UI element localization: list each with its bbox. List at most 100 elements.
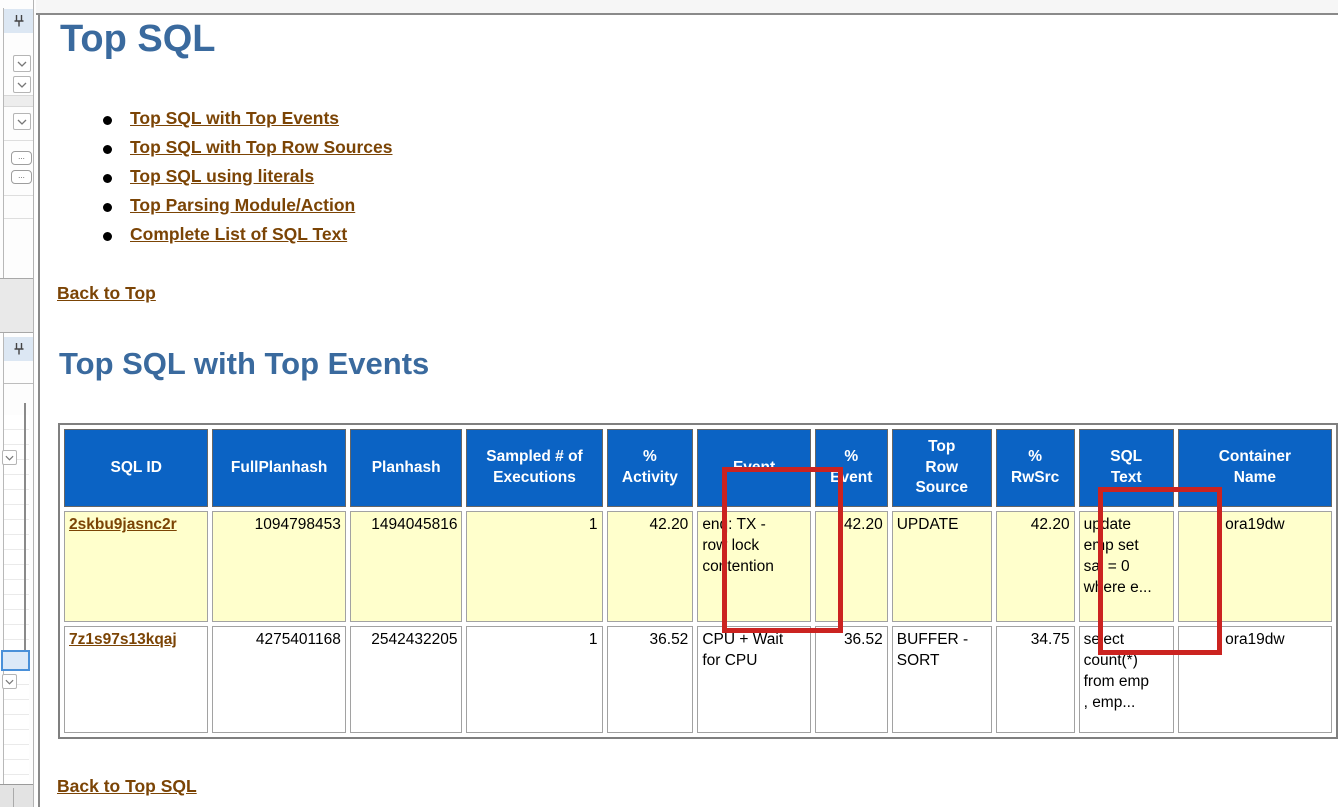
cell-container-name: ora19dw [1177,626,1332,733]
cell-top-row-source: UPDATE [891,511,992,622]
panel-header [4,337,33,361]
toc-item: Complete List of SQL Text [103,220,393,249]
toc-item: Top SQL using literals [103,162,393,191]
page-left-border [38,13,40,807]
column-header-pct-activity: % Activity [606,429,694,507]
cell-sql-text: select count(*) from emp , emp... [1078,626,1174,733]
cell-event: CPU + Wait for CPU [697,626,811,733]
column-header-container-name: Container Name [1177,429,1332,507]
toc-item: Top SQL with Top Row Sources [103,133,393,162]
divider [13,788,14,807]
browse-ellipsis-button[interactable]: ... [11,170,32,184]
bullet-icon [103,232,112,241]
divider [4,140,33,141]
bullet-icon [103,116,112,125]
cell-sampled-executions: 1 [466,511,603,622]
pin-icon[interactable] [13,342,25,356]
header-row: SQL ID FullPlanhash Planhash Sampled # o… [64,429,1332,507]
cell-sampled-executions: 1 [466,626,603,733]
cell-sql-id: 2skbu9jasnc2r [64,511,209,622]
chevron-down-icon [17,82,27,88]
dropdown-button[interactable] [13,76,31,93]
toc-link-top-sql-top-events[interactable]: Top SQL with Top Events [130,108,340,128]
chevron-down-icon [5,679,14,685]
bullet-icon [103,174,112,183]
panel-header [4,9,33,33]
toc-link-complete-list-sql-text[interactable]: Complete List of SQL Text [130,224,348,244]
cell-top-row-source: BUFFER - SORT [891,626,992,733]
row-source-text: UPDATE [896,516,959,533]
cell-event: enq: TX - row lock contention [697,511,811,622]
sql-id-link[interactable]: 7z1s97s13kqaj [69,631,177,648]
page-top-border [36,13,1338,15]
toc-item: Top SQL with Top Events [103,104,393,133]
bullet-icon [103,203,112,212]
cell-pct-event: 36.52 [814,626,888,733]
cell-sql-text: update emp set sal = 0 where e... [1078,511,1174,622]
dropdown-button[interactable] [13,55,31,72]
cell-pct-rwsrc: 34.75 [995,626,1075,733]
sql-text: select count(*) from emp , emp... [1083,631,1150,711]
annotation-box-sql-text [1098,487,1222,655]
table-row: 7z1s97s13kqaj 4275401168 2542432205 1 36… [64,626,1332,733]
dropdown-button[interactable] [2,450,17,465]
chevron-down-icon [17,61,27,67]
left-panel-strip: ... ... [0,0,36,807]
panel-footer [0,784,33,807]
focused-field[interactable] [1,650,30,671]
cell-fullplanhash: 4275401168 [212,626,346,733]
cell-container-name: ora19dw [1177,511,1332,622]
dropdown-button[interactable] [13,113,31,130]
column-header-sql-text: SQL Text [1078,429,1174,507]
toc-item: Top Parsing Module/Action [103,191,393,220]
divider [4,383,33,384]
pin-icon[interactable] [13,14,25,28]
bullet-icon [103,145,112,154]
section-title: Top SQL with Top Events [59,346,430,381]
annotation-box-event [722,467,843,633]
scrollbar[interactable] [24,403,26,653]
cell-fullplanhash: 1094798453 [212,511,346,622]
back-to-top-sql-link[interactable]: Back to Top SQL [57,776,197,796]
top-sql-table-container: SQL ID FullPlanhash Planhash Sampled # o… [58,423,1338,739]
back-to-top-link[interactable]: Back to Top [57,283,156,303]
panel-edge [3,8,4,807]
back-to-top-container: Back to Top [57,283,156,304]
back-to-top-sql-container: Back to Top SQL [57,776,197,797]
sql-id-link[interactable]: 2skbu9jasnc2r [69,516,177,533]
cell-pct-activity: 36.52 [606,626,694,733]
toc-link-top-sql-using-literals[interactable]: Top SQL using literals [130,166,315,186]
divider [4,195,33,196]
panel-separator-band [4,95,33,107]
window-top-strip [0,0,1338,13]
event-text: enq: TX - row lock contention [702,516,774,575]
cell-planhash: 2542432205 [349,626,463,733]
cell-pct-activity: 42.20 [606,511,694,622]
column-header-top-row-source: Top Row Source [891,429,992,507]
row-source-text: BUFFER - SORT [896,631,969,669]
column-header-pct-rwsrc: % RwSrc [995,429,1075,507]
column-header-fullplanhash: FullPlanhash [212,429,346,507]
column-header-planhash: Planhash [349,429,463,507]
panel-edge [33,0,34,807]
toc-link-top-sql-top-row-sources[interactable]: Top SQL with Top Row Sources [130,137,393,157]
cell-pct-rwsrc: 42.20 [995,511,1075,622]
cell-planhash: 1494045816 [349,511,463,622]
column-header-sampled-executions: Sampled # of Executions [466,429,603,507]
chevron-down-icon [5,455,14,461]
top-sql-table: SQL ID FullPlanhash Planhash Sampled # o… [58,423,1338,739]
table-row: 2skbu9jasnc2r 1094798453 1494045816 1 42… [64,511,1332,622]
column-header-sql-id: SQL ID [64,429,209,507]
toc-link-top-parsing-module-action[interactable]: Top Parsing Module/Action [130,195,356,215]
collapsed-panel [0,278,33,333]
dropdown-button[interactable] [2,674,17,689]
table-of-contents: Top SQL with Top Events Top SQL with Top… [103,104,393,249]
event-text: CPU + Wait for CPU [702,631,784,669]
cell-sql-id: 7z1s97s13kqaj [64,626,209,733]
chevron-down-icon [17,119,27,125]
page-title: Top SQL [60,18,216,60]
divider [4,218,33,219]
cell-pct-event: 42.20 [814,511,888,622]
browse-ellipsis-button[interactable]: ... [11,151,32,165]
